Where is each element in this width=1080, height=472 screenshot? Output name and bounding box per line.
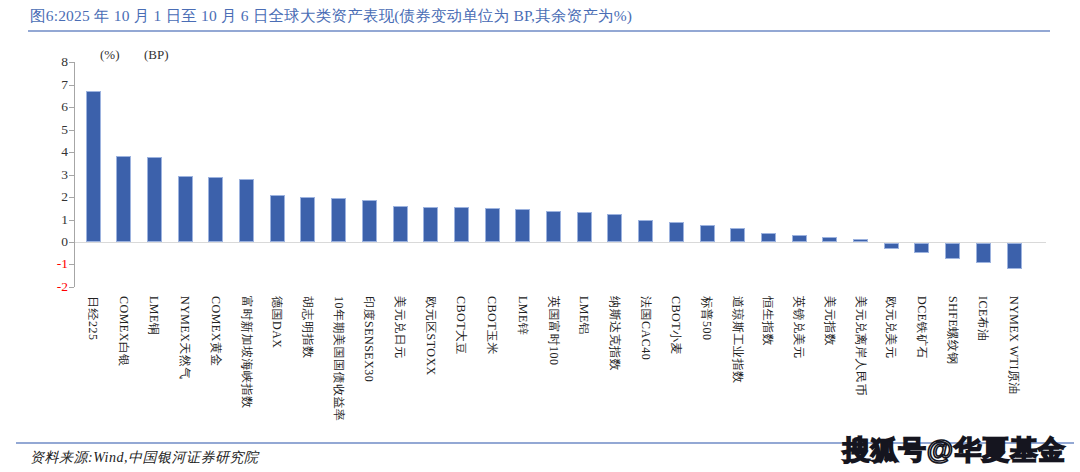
y-tick-label: 6 <box>28 99 68 115</box>
bar <box>730 228 745 242</box>
bar <box>546 211 561 242</box>
bar <box>270 195 285 242</box>
bar <box>853 239 868 242</box>
x-axis-label: 德国DAX <box>269 296 285 349</box>
bar <box>423 207 438 242</box>
bar <box>700 225 715 242</box>
x-axis-label: 恒生指数 <box>760 296 776 346</box>
x-axis-label: 富时新加坡海峡指数 <box>239 296 255 409</box>
y-tick-label: 5 <box>28 122 68 138</box>
x-axis-label: 10年期美国国债收益率 <box>331 296 347 422</box>
bar <box>362 200 377 242</box>
x-axis-label: 日经225 <box>85 296 101 341</box>
y-axis-tick-mark <box>69 197 74 198</box>
watermark-sohu-huaxia: 搜狐号@华夏基金 <box>843 432 1066 468</box>
x-axis-label: NYMEX WTI原油 <box>1006 296 1022 395</box>
x-axis-label: LME铜 <box>146 296 162 335</box>
x-axis-label: 美元指数 <box>822 296 838 346</box>
x-axis-label: 胡志明指数 <box>300 296 316 359</box>
x-axis-label: 欧元区STOXX <box>423 296 439 376</box>
bar <box>393 206 408 242</box>
x-axis-label: CBOT小麦 <box>668 296 684 355</box>
bar <box>178 176 193 242</box>
y-tick-label: 8 <box>28 54 68 70</box>
x-axis-label: 英国富时100 <box>546 296 562 366</box>
bar <box>945 243 960 259</box>
y-axis-tick-mark <box>69 85 74 86</box>
bar <box>792 235 807 242</box>
y-axis-unit-bp: (BP) <box>144 47 169 63</box>
bar <box>976 243 991 263</box>
x-axis-label: 标普500 <box>699 296 715 341</box>
x-axis-label: 欧元兑美元 <box>883 296 899 359</box>
plot-area: (%) (BP) 8 7 6 5 4 3 2 1 0 -1 -2 日经225 COMEX白银 LME铜 NY… <box>0 0 1080 472</box>
bar <box>147 157 162 242</box>
x-axis-label: CBOT玉米 <box>484 296 500 355</box>
y-tick-label: 1 <box>28 212 68 228</box>
bar <box>208 177 223 242</box>
y-tick-label: 0 <box>28 234 68 250</box>
bar <box>86 91 101 242</box>
x-axis-label: 印度SENSEX30 <box>361 296 377 382</box>
bar <box>914 243 929 253</box>
bar <box>485 208 500 242</box>
bar <box>239 179 254 242</box>
bar <box>331 198 346 242</box>
bar <box>638 220 653 242</box>
x-axis-label: 美元兑离岸人民币 <box>853 296 869 396</box>
y-tick-label: 3 <box>28 167 68 183</box>
bar <box>884 243 899 249</box>
x-axis-label: NYMEX天然气 <box>177 296 193 380</box>
bar <box>822 237 837 242</box>
bar <box>300 197 315 242</box>
x-axis-label: ICE布油 <box>975 296 991 342</box>
x-axis-label: COMEX黄金 <box>208 296 224 367</box>
bar <box>1007 243 1022 269</box>
bar <box>454 207 469 242</box>
x-axis-zero-line <box>74 242 1046 243</box>
y-tick-label: -2 <box>28 279 68 295</box>
y-axis-tick-mark <box>69 175 74 176</box>
y-axis-tick-mark <box>69 220 74 221</box>
x-axis-label: SHFE螺纹钢 <box>945 296 961 365</box>
bar <box>607 214 622 242</box>
x-axis-label: LME锌 <box>515 296 531 335</box>
x-axis-label: 道琼斯工业指数 <box>730 296 746 384</box>
y-axis-line <box>74 62 75 287</box>
bar <box>577 212 592 242</box>
bar <box>761 233 776 242</box>
x-axis-label: 纳斯达克指数 <box>607 296 623 371</box>
y-axis-tick-mark <box>69 107 74 108</box>
y-axis-tick-mark <box>69 242 74 243</box>
y-axis-tick-mark <box>69 152 74 153</box>
y-axis-unit-percent: (%) <box>100 47 120 63</box>
y-axis-tick-mark <box>69 287 74 288</box>
y-axis-tick-mark <box>69 62 74 63</box>
y-tick-label: 4 <box>28 144 68 160</box>
data-source-note: 资料来源:Wind,中国银河证券研究院 <box>30 449 258 467</box>
x-axis-label: COMEX白银 <box>116 296 132 367</box>
y-axis-tick-mark <box>69 130 74 131</box>
bar <box>669 222 684 242</box>
y-tick-label: -1 <box>28 256 68 272</box>
y-tick-label: 2 <box>28 189 68 205</box>
bar <box>116 156 131 242</box>
x-axis-label: DCE铁矿石 <box>914 296 930 359</box>
x-axis-label: CBOT大豆 <box>453 296 469 355</box>
figure-page: 图6:2025 年 10 月 1 日至 10 月 6 日全球大类资产表现(债券变… <box>0 0 1080 472</box>
x-axis-label: 法国CAC40 <box>638 296 654 360</box>
x-axis-label: LME铝 <box>576 296 592 335</box>
y-tick-label: 7 <box>28 77 68 93</box>
y-axis-tick-mark <box>69 264 74 265</box>
x-axis-label: 美元兑日元 <box>392 296 408 359</box>
bar <box>515 209 530 242</box>
x-axis-label: 英镑兑美元 <box>791 296 807 359</box>
